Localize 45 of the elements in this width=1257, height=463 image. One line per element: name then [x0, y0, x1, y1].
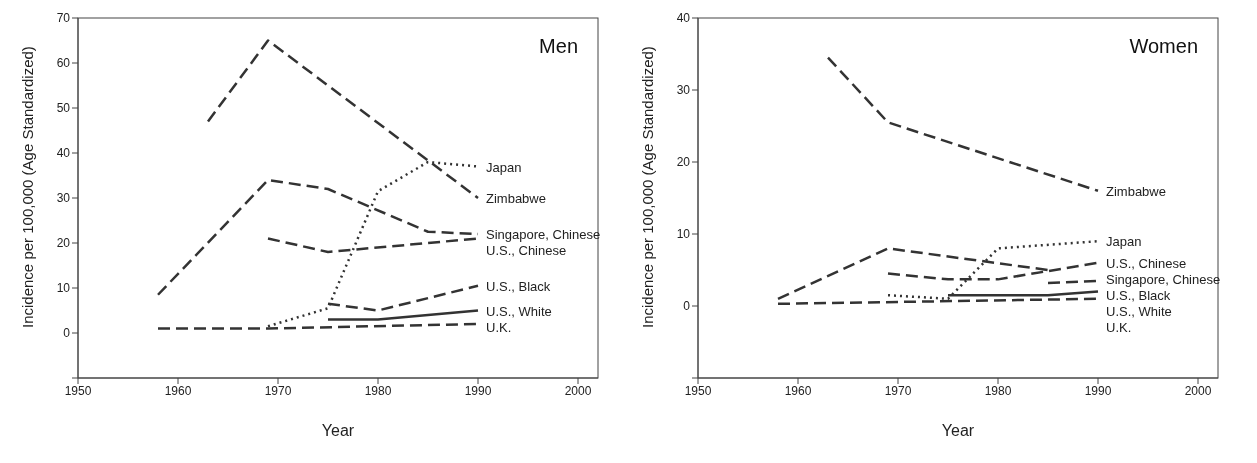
y-tick-label: 20	[676, 155, 691, 170]
series-label: U.S., Black	[486, 278, 551, 294]
x-axis-title: Year	[321, 422, 355, 439]
x-axis-title: Year	[941, 422, 975, 439]
x-tick-label: 1950	[64, 383, 92, 398]
x-tick-label: 1970	[884, 383, 912, 398]
y-tick-label: 50	[56, 101, 71, 116]
x-tick-label: 1970	[264, 383, 292, 398]
y-tick-label: 10	[676, 227, 691, 242]
y-tick-label: 30	[676, 83, 691, 98]
series-label: Singapore, Chinese	[486, 227, 601, 242]
series-label: U.S., Black	[1106, 287, 1171, 303]
x-tick-label: 1960	[784, 383, 812, 398]
text: Women	[1129, 35, 1198, 57]
y-tick-label: 0	[63, 326, 71, 341]
y-tick-label: 60	[56, 56, 71, 71]
y-tick-label: 70	[56, 11, 71, 26]
x-tick-label: 1990	[464, 383, 492, 398]
y-tick-label: 20	[56, 236, 71, 251]
y-axis-title: Incidence per 100,000 (Age Standardized)	[19, 46, 37, 328]
y-tick-label: 10	[56, 281, 71, 296]
y-tick-label: 0	[683, 299, 691, 314]
series-label: U.K.	[1106, 319, 1132, 335]
series-label: U.S., Chinese	[1106, 255, 1187, 271]
text: Singapore, Chinese	[1106, 271, 1221, 287]
series-label: Japan	[486, 159, 522, 175]
x-tick-label: 1950	[684, 383, 712, 398]
y-axis-title: Incidence per 100,000 (Age Standardized)	[639, 46, 657, 328]
series-label: U.S., Chinese	[486, 243, 567, 258]
x-tick-label: 1990	[1084, 383, 1112, 398]
y-tick-label: 40	[56, 146, 71, 161]
x-tick-label: 2000	[564, 383, 592, 398]
x-tick-label: 1980	[984, 383, 1012, 398]
series-label: U.K.	[486, 319, 512, 335]
series-label: Japan	[1106, 234, 1142, 250]
series-label: Zimbabwe	[1106, 183, 1166, 199]
y-tick-label: 30	[56, 191, 71, 206]
x-tick-label: 1960	[164, 383, 192, 398]
series-label: U.S., White	[1106, 303, 1172, 319]
text: Men	[539, 35, 578, 57]
x-tick-label: 1980	[364, 383, 392, 398]
x-tick-label: 2000	[1184, 383, 1212, 398]
y-tick-label: 40	[676, 11, 691, 26]
series-label: U.S., White	[486, 303, 552, 319]
series-label: Zimbabwe	[486, 191, 546, 206]
